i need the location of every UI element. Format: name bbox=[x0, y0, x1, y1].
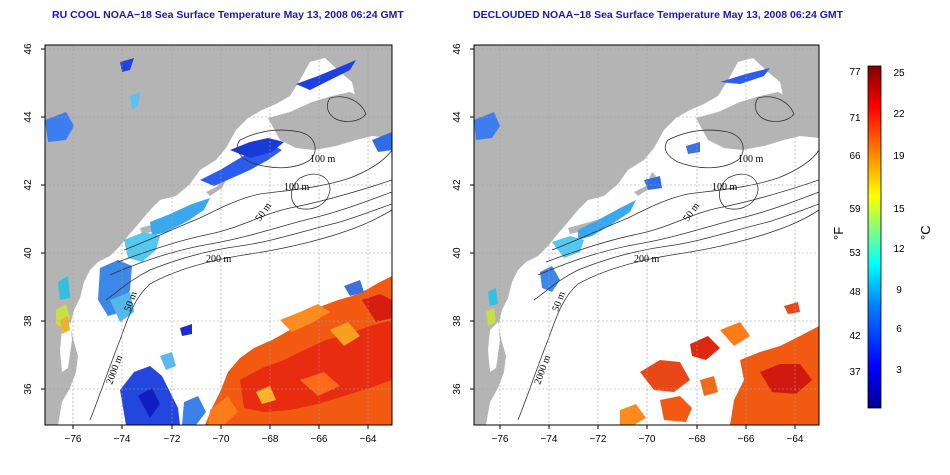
latitude-tick-label: 40 bbox=[23, 247, 34, 259]
longitude-tick-label: −76 bbox=[65, 434, 82, 445]
bay bbox=[512, 290, 526, 334]
longitude-tick-label: −70 bbox=[213, 434, 230, 445]
fahrenheit-tick-label: 42 bbox=[849, 331, 861, 342]
celsius-tick-label: 22 bbox=[893, 109, 905, 120]
longitude-tick-label: −76 bbox=[492, 434, 509, 445]
longitude-tick-label: −72 bbox=[590, 434, 607, 445]
contour-label-100m: 100 m bbox=[284, 182, 310, 193]
latitude-tick-label: 44 bbox=[452, 111, 463, 123]
longitude-tick-label: −74 bbox=[114, 434, 131, 445]
longitude-tick-label: −64 bbox=[360, 434, 377, 445]
latitude-tick-label: 46 bbox=[452, 43, 463, 55]
bay bbox=[488, 322, 500, 372]
right-map-title: DECLOUDED NOAA−18 Sea Surface Temperatur… bbox=[473, 9, 844, 21]
land-cape-cod bbox=[634, 172, 656, 196]
colorbar-ticks: 77 71 66 59 53 48 42 37 25 22 19 15 12 9 6 3 bbox=[849, 67, 905, 378]
latitude-tick-label: 36 bbox=[23, 383, 34, 395]
longitude-tick-label: −68 bbox=[262, 434, 279, 445]
bathymetry-contours bbox=[89, 96, 392, 421]
left-map-title: RU COOL NOAA−18 Sea Surface Temperature … bbox=[52, 9, 404, 21]
land-mass bbox=[474, 45, 819, 425]
fahrenheit-tick-label: 66 bbox=[849, 151, 861, 162]
bay bbox=[60, 322, 72, 372]
bathymetry-contours bbox=[517, 96, 819, 421]
land-mass bbox=[45, 45, 392, 425]
graticule bbox=[45, 45, 392, 425]
map-frame bbox=[44, 44, 393, 426]
latitude-tick-label: 42 bbox=[452, 179, 463, 191]
celsius-tick-label: 12 bbox=[893, 244, 905, 255]
latitude-tick-label: 46 bbox=[23, 43, 34, 55]
fahrenheit-label: °F bbox=[831, 227, 846, 240]
longitude-tick-label: −70 bbox=[639, 434, 656, 445]
axis-ticks: −76 −74 −72 −70 −68 −66 −64 46 44 42 40 38 36 −76 −74 −… bbox=[23, 43, 804, 445]
celsius-tick-label: 19 bbox=[893, 151, 905, 162]
contour-label-200m: 200 m bbox=[634, 254, 660, 265]
contour-label-200m: 200 m bbox=[206, 254, 232, 265]
celsius-tick-label: 3 bbox=[896, 365, 902, 376]
graticule bbox=[474, 45, 819, 425]
sst-warm-region bbox=[620, 302, 819, 425]
colorbar-gradient bbox=[867, 65, 882, 409]
celsius-tick-label: 9 bbox=[896, 285, 902, 296]
bay bbox=[84, 290, 98, 334]
fahrenheit-tick-label: 71 bbox=[849, 113, 861, 124]
fahrenheit-tick-label: 59 bbox=[849, 204, 861, 215]
sst-southern-cold-patches bbox=[120, 280, 364, 425]
fahrenheit-tick-label: 48 bbox=[849, 287, 861, 298]
celsius-tick-label: 6 bbox=[896, 324, 902, 335]
celsius-tick-label: 25 bbox=[893, 68, 905, 79]
longitude-tick-label: −68 bbox=[689, 434, 706, 445]
latitude-tick-label: 38 bbox=[452, 315, 463, 327]
contour-label-100m: 100 m bbox=[738, 154, 764, 165]
fahrenheit-tick-label: 37 bbox=[849, 367, 861, 378]
longitude-tick-label: −66 bbox=[311, 434, 328, 445]
left-map-panel: 100 m 100 m 50 m 200 m 50 m 2000 m bbox=[44, 44, 393, 426]
sst-coastal-cold-patches bbox=[474, 68, 770, 326]
right-map-panel: 100 m 100 m 50 m 200 m 50 m 2000 m bbox=[473, 44, 820, 426]
latitude-tick-label: 42 bbox=[23, 179, 34, 191]
latitude-tick-label: 44 bbox=[23, 111, 34, 123]
longitude-tick-label: −66 bbox=[738, 434, 755, 445]
fahrenheit-tick-label: 53 bbox=[849, 248, 861, 259]
longitude-tick-label: −72 bbox=[164, 434, 181, 445]
land-nova-scotia bbox=[696, 92, 819, 150]
contour-label-100m: 100 m bbox=[712, 182, 738, 193]
celsius-label: °C bbox=[918, 225, 933, 240]
colorbar: 77 71 66 59 53 48 42 37 25 22 19 15 12 9 6 3 °F °C bbox=[831, 65, 933, 409]
longitude-tick-label: −64 bbox=[787, 434, 804, 445]
sst-coastal-cold-patches bbox=[45, 58, 392, 334]
celsius-tick-label: 15 bbox=[893, 204, 905, 215]
contour-label-100m: 100 m bbox=[310, 154, 336, 165]
longitude-tick-label: −74 bbox=[541, 434, 558, 445]
fahrenheit-tick-label: 77 bbox=[849, 67, 861, 78]
latitude-tick-label: 38 bbox=[23, 315, 34, 327]
latitude-tick-label: 36 bbox=[452, 383, 463, 395]
latitude-tick-label: 40 bbox=[452, 247, 463, 259]
